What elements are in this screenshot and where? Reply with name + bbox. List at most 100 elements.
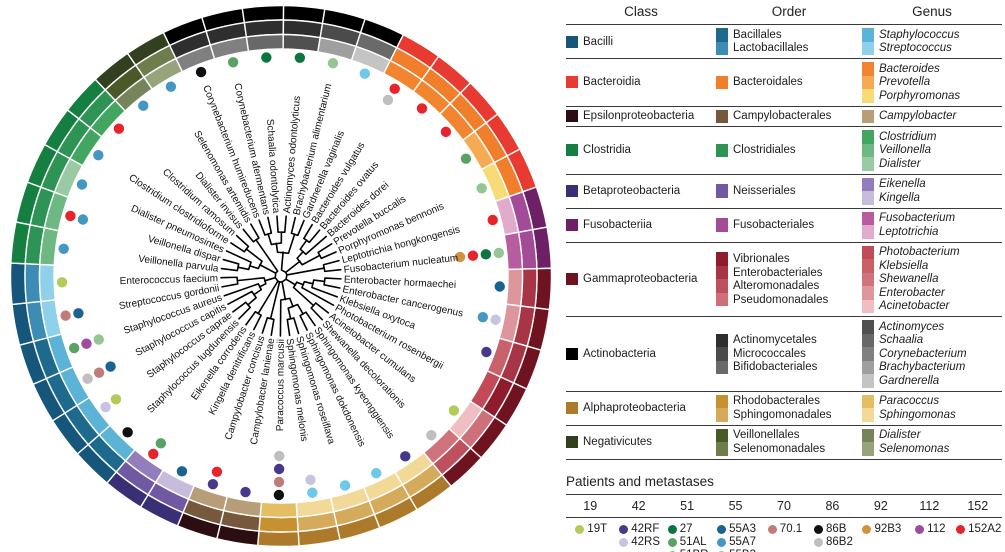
order-color-swatch [716,252,728,266]
patient-sample-dot [273,489,285,501]
patient-sample-dot [58,243,69,254]
patient-sample-group: 55A355A755B3 [711,523,759,552]
legend-order-cell: Vibrionales Enterobacteriales Alteromonada… [716,252,862,307]
patient-sample-group: 2751AL51BR [663,523,711,552]
sample-code-label: 86B [826,523,847,535]
sample-legend-entry: 86B [814,523,853,536]
sample-color-dot [619,537,629,547]
order-label: Campylobacterales [733,110,832,123]
sample-code-label: 55B3 [729,549,756,552]
patient-sample-dot [73,308,84,319]
class-color-swatch [566,110,578,123]
genus-color-swatch [862,130,874,144]
class-label: Fusobacteriia [583,219,653,231]
legend-class-cell: Bacteroidia [566,76,716,90]
class-color-swatch [566,273,578,286]
sample-color-dot [767,524,777,534]
sample-legend-entry: 27 [667,523,709,536]
patients-divider-bottom [566,516,1002,518]
sample-code-label: 27 [679,523,693,535]
species-label: Paracoccus marcusii [275,339,287,431]
patient-sample-group: 86B 86B2 [808,523,856,552]
patient-sample-group: 152A2 [954,523,1002,552]
genus-label: Photobacterium [879,246,960,259]
patient-sample-dot [76,179,88,190]
legend-header-genus: Genus [912,4,952,19]
order-label: Bifidobacteriales [733,361,818,374]
order-color-swatch [716,408,728,422]
patient-sample-dot [494,281,505,292]
ring-genus-cell [503,231,524,271]
legend-row-clostridia: Clostridia Clostridiales Clostridium Veillo… [566,126,1002,174]
patient-sample-dot [382,94,394,106]
genus-label: Dialister [879,157,921,170]
legend-genus-cell: Photobacterium Klebsiella Shewanella Entero… [862,245,1002,313]
legend-order-cell: Fusobacteriales [716,218,862,232]
patient-sample-dot [440,126,452,138]
legend-order-cell: Campylobacterales [716,109,862,123]
genus-label: Acinetobacter [879,300,950,313]
genus-color-swatch [862,360,874,374]
genus-color-swatch [862,272,874,286]
legend-row-fusobacteriia: Fusobacteriia Fusobacteriales Fusobacteriu… [566,207,1002,242]
genus-label: Brachybacterium [879,361,966,374]
sample-color-dot [717,537,727,547]
legend-order-cell: Actinomycetales Micrococcales Bifidobacter… [716,333,862,374]
genus-color-swatch [862,62,874,76]
patient-sample-dot [148,448,159,460]
ring-genus-cell [142,57,184,91]
class-color-swatch [566,402,578,414]
order-label: Micrococcales [733,347,806,360]
legend-header-row: Class Order Genus [566,4,1002,24]
sample-color-dot [862,524,872,534]
genus-color-swatch [862,442,874,456]
sample-code-label: 42RF [631,523,660,535]
legend-header-class: Class [624,4,658,19]
legend-genus-cell: Paracoccus Sphingomonas [862,394,1002,422]
order-color-swatch [716,347,728,361]
order-label: Lactobacillales [733,42,809,55]
circular-phylogenetic-tree: Corynebacterium humireducensCorynebacter… [9,4,553,548]
class-label: Bacteroidia [583,76,641,89]
sample-legend-entry: 55A7 [717,536,756,549]
genus-label: Leptotrichia [879,225,939,238]
legend-row-bacilli: Bacilli Bacillales Lactobacillales Staphylo… [566,24,1002,58]
legend-genus-cell: Dialister Selenomonas [862,428,1002,456]
patient-number: 86 [825,498,840,513]
genus-color-swatch [862,245,874,259]
ring-class-cell [9,262,28,306]
genus-color-swatch [862,143,874,157]
genus-label: Eikenella [879,178,926,191]
genus-color-swatch [862,28,874,42]
patient-number: 19 [583,498,598,513]
patient-sample-dot [77,214,89,225]
legend-row-bacteroidia: Bacteroidia Bacteroidales Bacteroides Prevo… [566,58,1002,106]
genus-color-swatch [862,408,874,422]
patient-sample-dot [165,81,177,92]
sample-legend-entry: 92B3 [862,523,901,536]
patient-sample-group: 42RF 42RS [614,523,662,552]
genus-label: Selenomonas [879,442,950,455]
legend-class-cell: Bacilli [566,35,716,49]
ring-genus-cell [282,33,321,53]
patient-number: 55 [728,498,743,513]
ring-order-cell [258,515,299,533]
genus-label: Streptococcus [879,42,952,55]
legend-row-gammaproteobacteria: Gammaproteobacteria Vibrionales Enterobact… [566,241,1002,317]
class-label: Alphaproteobacteria [583,402,686,414]
sample-code-label: 51BR [680,549,709,552]
legend-genus-cell: Eikenella Kingella [862,177,1002,205]
class-color-swatch [566,35,578,48]
sample-color-dot [956,524,966,534]
legend-order-cell: Veillonellales Selenomonadales [716,428,862,456]
sample-legend-entry: 19T [575,523,607,536]
patient-sample-dot [493,247,504,259]
order-color-swatch [716,279,728,293]
genus-color-swatch [862,157,874,171]
order-color-swatch [716,360,728,374]
legend-class-cell: Clostridia [566,144,716,158]
genus-color-swatch [862,75,874,89]
patient-sample-dot [93,367,105,378]
legend-row-actinobacteria: Actinobacteria Actinomycetales Micrococcal… [566,316,1002,391]
patient-sample-dot [110,394,122,405]
